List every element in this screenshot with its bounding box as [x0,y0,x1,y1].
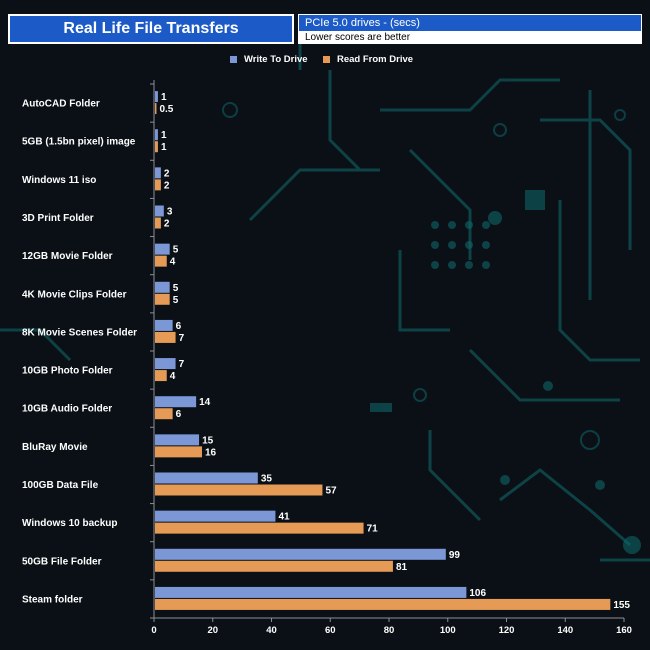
bar-write [155,358,176,370]
data-label-write: 2 [164,168,170,179]
bar-read [155,103,157,115]
bar-write [155,319,173,331]
data-label-read: 1 [161,142,167,153]
bar-write [155,548,446,560]
x-tick-label: 140 [557,625,573,636]
bar-write [155,91,158,103]
category-label: Windows 10 backup [22,518,117,529]
category-label: Steam folder [22,594,83,605]
data-label-read: 6 [176,409,182,420]
category-label: 12GB Movie Folder [22,251,113,262]
bar-read [155,560,393,572]
data-label-read: 155 [613,600,630,611]
data-label-write: 15 [202,435,214,446]
bar-write [155,434,200,446]
category-label: 50GB File Folder [22,556,102,567]
category-label: 3D Print Folder [22,213,94,224]
category-label: 5GB (1.5bn pixel) image [22,137,136,148]
x-tick-label: 120 [499,625,515,636]
chart-title: Real Life File Transfers [8,14,294,44]
bar-write [155,396,197,408]
data-label-write: 7 [179,359,185,370]
data-label-write: 35 [261,474,273,485]
x-tick-label: 60 [325,625,336,636]
bar-read [155,331,176,343]
bar-read [155,255,167,267]
data-label-write: 6 [176,321,182,332]
data-label-write: 5 [173,283,179,294]
x-tick-label: 0 [151,625,156,636]
bar-write [155,281,170,293]
data-label-read: 57 [325,486,337,497]
legend-label-read: Read From Drive [337,54,414,65]
legend: Write To Drive Read From Drive [0,54,650,68]
bar-read [155,293,170,305]
bar-write [155,472,258,484]
data-label-read: 0.5 [159,104,173,115]
x-tick-label: 40 [266,625,277,636]
data-label-write: 1 [161,130,167,141]
chart-note: Lower scores are better [299,32,641,43]
legend-item-read: Read From Drive [323,54,413,65]
bar-write [155,586,467,598]
bar-write [155,205,164,217]
data-label-read: 16 [205,447,217,458]
data-label-write: 1 [161,92,167,103]
x-tick-label: 160 [616,625,632,636]
bar-read [155,179,161,191]
bar-write [155,510,276,522]
bar-write [155,243,170,255]
data-label-write: 41 [278,512,290,523]
data-label-read: 7 [179,333,185,344]
bar-read [155,446,202,458]
category-label: AutoCAD Folder [22,99,100,110]
legend-swatch-read [323,56,330,63]
data-label-read: 4 [170,371,176,382]
legend-label-write: Write To Drive [244,54,308,65]
subtitle-box: PCIe 5.0 drives - (secs) Lower scores ar… [298,14,642,44]
x-tick-label: 100 [440,625,456,636]
chart-subtitle: PCIe 5.0 drives - (secs) [299,15,641,32]
bar-read [155,522,364,534]
bar-read [155,484,323,496]
category-label: 10GB Photo Folder [22,366,113,377]
category-label: Windows 11 iso [22,175,96,186]
legend-item-write: Write To Drive [230,54,308,65]
data-label-read: 2 [164,180,170,191]
category-label: 8K Movie Scenes Folder [22,327,137,338]
bar-read [155,408,173,420]
data-label-read: 5 [173,295,179,306]
data-label-read: 71 [367,524,379,535]
x-tick-label: 20 [207,625,218,636]
category-label: 10GB Audio Folder [22,404,112,415]
data-label-write: 106 [469,588,486,599]
x-tick-label: 80 [384,625,395,636]
data-label-write: 14 [199,397,211,408]
bar-read [155,217,161,229]
bar-read [155,370,167,382]
category-label: BluRay Movie [22,442,88,453]
data-label-write: 3 [167,207,173,218]
bar-read [155,598,611,610]
data-label-read: 4 [170,257,176,268]
category-label: 4K Movie Clips Folder [22,289,127,300]
legend-swatch-write [230,56,237,63]
category-label: 100GB Data File [22,480,99,491]
data-label-read: 81 [396,562,408,573]
data-label-read: 2 [164,219,170,230]
bar-read [155,141,158,153]
data-label-write: 5 [173,245,179,256]
bar-write [155,167,161,179]
data-label-write: 99 [449,550,461,561]
bar-write [155,129,158,141]
